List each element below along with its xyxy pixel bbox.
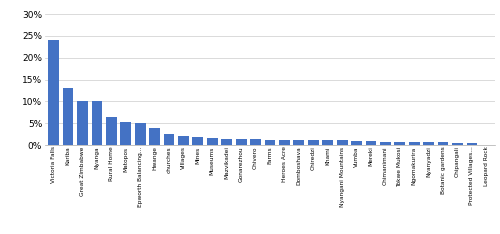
Bar	[279, 140, 290, 145]
Bar	[336, 140, 347, 145]
Bar	[106, 117, 117, 145]
Bar	[164, 134, 174, 145]
Bar	[92, 101, 102, 145]
Bar	[322, 140, 333, 145]
Bar	[135, 123, 145, 145]
Bar	[192, 137, 203, 145]
Bar	[409, 142, 420, 145]
Bar	[366, 141, 376, 145]
Bar	[452, 143, 463, 145]
Bar	[394, 142, 405, 145]
Bar	[178, 136, 189, 145]
Bar	[207, 138, 218, 145]
Bar	[77, 101, 88, 145]
Bar	[222, 139, 232, 145]
Bar	[236, 139, 246, 145]
Bar	[438, 142, 448, 145]
Bar	[264, 140, 276, 145]
Bar	[308, 140, 318, 145]
Bar	[250, 139, 261, 145]
Bar	[48, 40, 59, 145]
Bar	[294, 140, 304, 145]
Bar	[120, 122, 131, 145]
Bar	[380, 142, 391, 145]
Bar	[423, 142, 434, 145]
Bar	[466, 143, 477, 145]
Bar	[62, 88, 74, 145]
Bar	[149, 128, 160, 145]
Bar	[351, 141, 362, 145]
